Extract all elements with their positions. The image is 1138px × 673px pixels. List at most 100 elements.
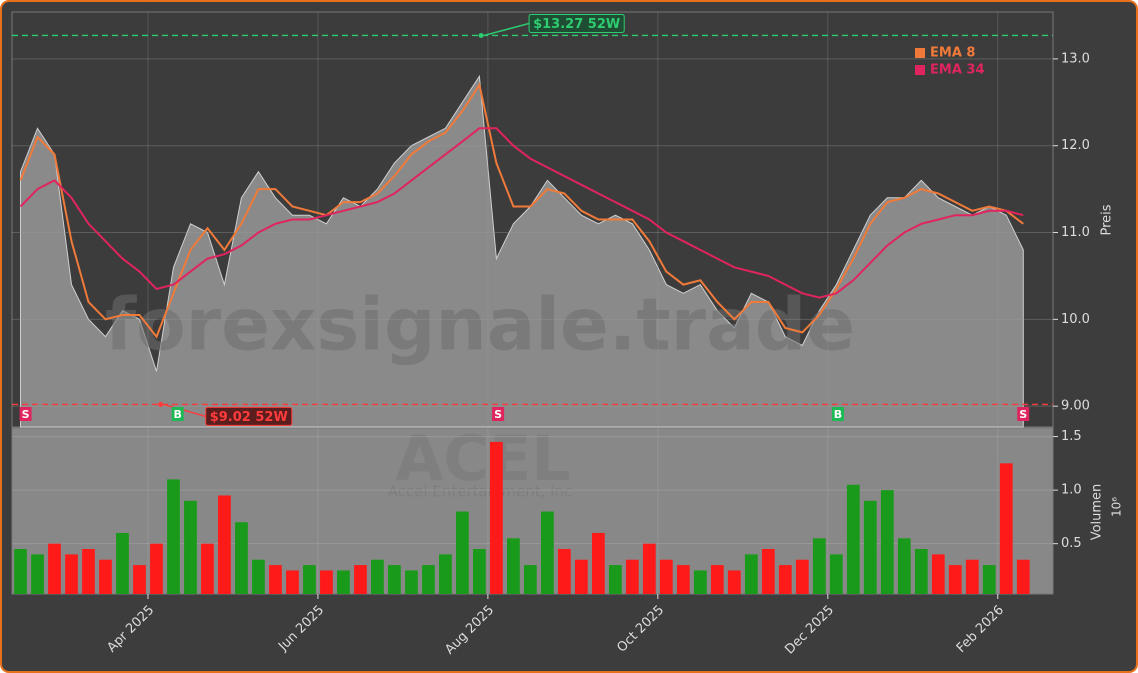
volume-bar [795,559,809,594]
y-tick-label: 1.0 [1061,483,1082,498]
volume-bar [133,565,146,594]
volume-bar [456,511,469,594]
price-area [20,74,1024,428]
volume-bar [574,559,588,594]
volume-bar [354,565,367,594]
volume-bar [1016,559,1030,594]
volume-bar [371,559,384,594]
y-axis-label: Preis [1100,204,1115,235]
volume-bar [676,565,690,594]
range-arrow [163,403,206,418]
volume-bar [710,565,724,594]
range-point [478,32,484,38]
signal-box [171,407,184,421]
volume-bar [82,549,95,594]
y-tick-label: 10.0 [1061,312,1090,327]
volume-bar [999,463,1013,594]
volume-axis-label: Volumen [1090,484,1105,541]
volume-bar [235,522,248,594]
y-tick-label: 12.0 [1061,138,1090,153]
signal-label: S [22,408,30,421]
volume-bar [286,570,299,594]
volume-scale: 10⁶ [1110,497,1124,517]
volume-bar [337,570,350,594]
volume-bar [150,543,163,594]
legend-label: EMA 34 [930,63,985,78]
volume-bar [14,549,27,594]
volume-bar [693,570,707,594]
volume-bar [116,532,129,594]
volume-bar [948,565,962,594]
volume-bar [982,565,996,594]
legend-swatch [915,65,925,75]
volume-bar [744,554,758,594]
volume-bar [608,565,622,594]
watermark-symbol: ACEL [395,422,570,495]
volume-bar [439,554,452,594]
volume-bar [31,554,44,594]
volume-bar [167,479,180,594]
volume-bar [388,565,401,594]
volume-bar [778,565,792,594]
y-tick-label: 0.5 [1061,536,1082,551]
volume-bar [812,538,826,594]
y-tick-label: 13.0 [1061,51,1090,66]
y-tick-label: 1.5 [1061,429,1082,444]
volume-bar [524,565,537,594]
volume-bar [490,441,503,594]
volume-bar [897,538,911,594]
volume-bar [846,484,860,594]
volume-bar [931,554,945,594]
signal-box [832,407,845,421]
volume-bar [965,559,979,594]
y-tick-label: 11.0 [1061,225,1090,240]
legend-label: EMA 8 [930,46,975,61]
signal-label: B [834,408,842,421]
range-label: $13.27 52W [533,17,620,32]
signal-box [492,407,505,421]
volume-bar [863,500,877,594]
volume-bar [184,500,197,594]
volume-bar [422,565,435,594]
signal-label: S [494,408,502,421]
volume-bar [218,495,231,594]
volume-bar [65,554,78,594]
volume-bar [507,538,520,594]
range-point [158,401,164,407]
volume-bar [642,543,656,594]
legend-swatch [915,48,925,58]
volume-bar [201,543,214,594]
volume-bar [252,559,265,594]
volume-bar [303,565,316,594]
range-label: $9.02 52W [210,410,288,425]
volume-bar [473,549,486,594]
ema-line [19,127,1024,299]
range-label-box [528,13,625,33]
signal-box [19,407,32,421]
range-label-box [205,406,293,426]
volume-bar [405,570,418,594]
volume-bar [540,511,554,594]
watermark: forexsignale.trade [105,283,855,367]
volume-bar [591,532,605,594]
volume-bar [727,570,741,594]
y-tick-label: 9.00 [1061,399,1090,414]
signal-box [1017,407,1030,421]
volume-bar [320,570,333,594]
volume-bar [761,549,775,594]
range-arrow [483,22,530,37]
volume-bar [48,543,61,594]
signal-label: B [174,408,182,421]
volume-bar [625,559,639,594]
watermark-company: Accel Entertainment, Inc [388,483,573,501]
volume-bar [880,490,894,594]
signal-label: S [1019,408,1027,421]
volume-bar [914,549,928,594]
volume-bar [269,565,282,594]
volume-bar [659,559,673,594]
ema-line [19,82,1024,339]
volume-bar [557,549,571,594]
volume-bar [829,554,843,594]
volume-bar [99,559,112,594]
